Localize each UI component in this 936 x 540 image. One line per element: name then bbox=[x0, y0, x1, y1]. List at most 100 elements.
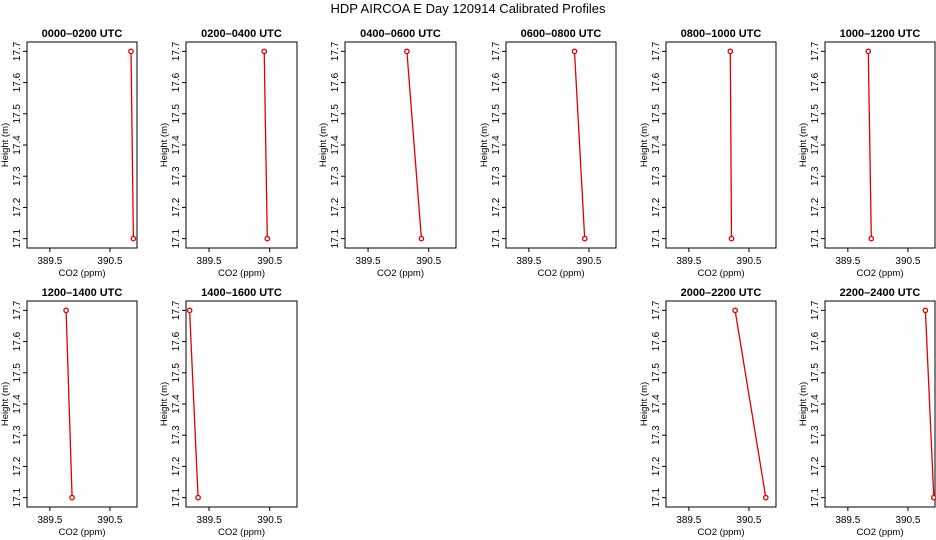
y-tick-label: 17.2 bbox=[651, 197, 662, 217]
y-tick-label: 17.1 bbox=[171, 228, 182, 248]
data-point bbox=[63, 307, 69, 314]
y-tick-label: 17.5 bbox=[171, 363, 182, 383]
y-tick-label: 17.1 bbox=[491, 228, 502, 248]
y-tick-label: 17.4 bbox=[12, 135, 23, 155]
data-point bbox=[865, 48, 872, 55]
series-line bbox=[734, 310, 767, 498]
plot-frame bbox=[344, 41, 457, 249]
y-tick-label: 17.7 bbox=[171, 41, 182, 61]
panel-title: 2200–2400 UTC bbox=[840, 287, 921, 299]
plot-frame bbox=[185, 41, 298, 249]
y-axis-label: Height (m) bbox=[0, 123, 11, 167]
data-point bbox=[571, 48, 578, 55]
y-tick-label: 17.7 bbox=[491, 41, 502, 61]
y-tick-label: 17.5 bbox=[810, 104, 821, 124]
panel-title: 0200–0400 UTC bbox=[201, 28, 282, 40]
y-tick-label: 17.7 bbox=[651, 300, 662, 320]
plot-frame bbox=[26, 41, 138, 249]
panel-6: 1000–1200 UTC 389.5 390.5 17.1 17.2 17.3 17.4 1… bbox=[798, 28, 936, 279]
y-tick-label: 17.1 bbox=[651, 487, 662, 507]
figure-title: HDP AIRCOA E Day 120914 Calibrated Profi… bbox=[330, 1, 606, 16]
y-tick-label: 17.4 bbox=[810, 394, 821, 414]
x-tick-label: 389.5 bbox=[835, 515, 860, 526]
y-tick-label: 17.6 bbox=[651, 331, 662, 351]
x-axis-label: CO2 (ppm) bbox=[698, 527, 745, 538]
y-tick-label: 17.2 bbox=[330, 197, 341, 217]
y-tick-label: 17.5 bbox=[171, 104, 182, 124]
data-point bbox=[418, 235, 425, 242]
y-tick-label: 17.5 bbox=[12, 363, 23, 383]
x-tick-label: 390.5 bbox=[736, 256, 761, 267]
x-tick-label: 389.5 bbox=[676, 515, 701, 526]
panel-1: 0000–0200 UTC 389.5 390.5 17.1 17.2 17.3 17.4 1… bbox=[0, 28, 138, 279]
y-tick-label: 17.5 bbox=[491, 104, 502, 124]
data-point bbox=[130, 235, 137, 242]
y-tick-label: 17.2 bbox=[171, 197, 182, 217]
y-tick-label: 17.3 bbox=[12, 166, 23, 186]
y-tick-label: 17.1 bbox=[171, 487, 182, 507]
y-tick-label: 17.4 bbox=[12, 394, 23, 414]
data-point bbox=[762, 494, 769, 501]
series-line bbox=[65, 310, 73, 498]
x-tick-label: 390.5 bbox=[736, 515, 761, 526]
y-tick-label: 17.6 bbox=[810, 331, 821, 351]
y-tick-label: 17.4 bbox=[810, 135, 821, 155]
y-tick-label: 17.4 bbox=[491, 135, 502, 155]
plot-frame bbox=[824, 41, 936, 249]
x-tick-label: 390.5 bbox=[416, 256, 441, 267]
x-tick-label: 389.5 bbox=[37, 515, 62, 526]
x-tick-label: 390.5 bbox=[576, 256, 601, 267]
data-point bbox=[186, 307, 193, 314]
y-tick-label: 17.4 bbox=[330, 135, 341, 155]
panel-title: 2000–2200 UTC bbox=[681, 287, 762, 299]
data-point bbox=[581, 235, 588, 242]
x-axis-label: CO2 (ppm) bbox=[538, 268, 585, 279]
y-tick-label: 17.3 bbox=[810, 166, 821, 186]
data-point bbox=[732, 307, 738, 314]
y-tick-label: 17.1 bbox=[810, 228, 821, 248]
y-tick-label: 17.5 bbox=[651, 104, 662, 124]
x-axis-label: CO2 (ppm) bbox=[857, 268, 904, 279]
y-axis-label: Height (m) bbox=[159, 123, 170, 167]
y-tick-label: 17.7 bbox=[651, 41, 662, 61]
y-tick-label: 17.7 bbox=[810, 300, 821, 320]
y-tick-label: 17.4 bbox=[171, 135, 182, 155]
plot-frame bbox=[824, 300, 936, 508]
x-axis-label: CO2 (ppm) bbox=[857, 527, 904, 538]
x-axis-label: CO2 (ppm) bbox=[377, 268, 424, 279]
panel-3: 0400–0600 UTC 389.5 390.5 17.1 17.2 17.3 17.4 1… bbox=[318, 28, 457, 279]
series-line bbox=[130, 51, 135, 239]
y-tick-label: 17.7 bbox=[12, 41, 23, 61]
series-line bbox=[263, 51, 268, 239]
panel-title: 1200–1400 UTC bbox=[42, 287, 123, 299]
x-tick-label: 390.5 bbox=[97, 515, 122, 526]
y-tick-label: 17.1 bbox=[651, 228, 662, 248]
y-axis-label: Height (m) bbox=[318, 123, 329, 167]
y-axis-label: Height (m) bbox=[798, 123, 809, 167]
y-tick-label: 17.3 bbox=[12, 425, 23, 445]
data-point bbox=[727, 48, 734, 55]
y-tick-label: 17.1 bbox=[12, 487, 23, 507]
y-tick-label: 17.3 bbox=[171, 166, 182, 186]
plot-frame bbox=[185, 300, 298, 508]
data-point bbox=[195, 494, 201, 501]
panel-title: 0800–1000 UTC bbox=[681, 28, 762, 40]
y-axis-label: Height (m) bbox=[159, 382, 170, 426]
series-line bbox=[188, 310, 199, 498]
x-tick-label: 389.5 bbox=[197, 515, 222, 526]
x-tick-label: 390.5 bbox=[257, 515, 282, 526]
y-tick-label: 17.6 bbox=[171, 72, 182, 92]
data-point bbox=[261, 48, 268, 55]
y-tick-label: 17.1 bbox=[810, 487, 821, 507]
panel-7: 1200–1400 UTC 389.5 390.5 17.1 17.2 17.3 17.4 1… bbox=[0, 287, 138, 538]
data-point bbox=[69, 494, 75, 501]
y-tick-label: 17.7 bbox=[810, 41, 821, 61]
series-line bbox=[729, 51, 733, 239]
y-tick-label: 17.2 bbox=[810, 197, 821, 217]
y-tick-label: 17.3 bbox=[491, 166, 502, 186]
x-tick-label: 389.5 bbox=[516, 256, 541, 267]
y-tick-label: 17.6 bbox=[651, 72, 662, 92]
x-tick-label: 390.5 bbox=[895, 256, 920, 267]
panel-2: 0200–0400 UTC 389.5 390.5 17.1 17.2 17.3 17.4 1… bbox=[159, 28, 298, 279]
plot-frame bbox=[665, 300, 777, 508]
